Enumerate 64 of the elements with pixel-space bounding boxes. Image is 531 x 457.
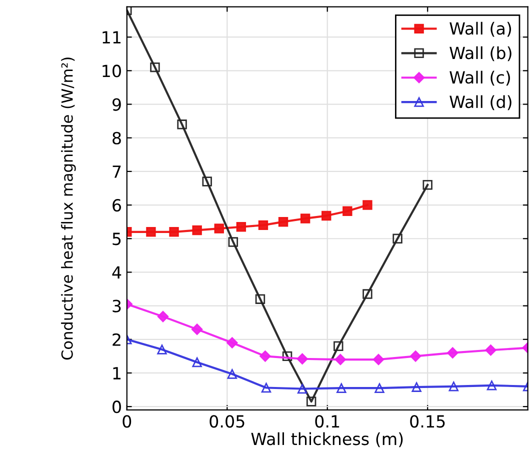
point: [422, 180, 432, 190]
point: [177, 120, 187, 130]
point: [227, 369, 238, 379]
x-tick-label: 0.1: [315, 415, 340, 428]
point: [300, 214, 310, 224]
point: [260, 350, 271, 362]
point: [169, 227, 179, 237]
x-axis-title: Wall thickness (m): [251, 432, 403, 448]
legend-label: Wall (a): [450, 22, 512, 37]
point: [297, 384, 308, 394]
point: [336, 383, 346, 393]
y-tick-label: 4: [112, 266, 122, 279]
point: [278, 216, 288, 227]
point: [226, 337, 238, 348]
y-tick-label: 11: [102, 31, 121, 44]
point: [374, 383, 384, 393]
y-tick-label: 1: [113, 367, 121, 380]
point: [334, 354, 346, 366]
point: [342, 206, 352, 216]
point: [448, 382, 459, 392]
x-tick-label: 0: [122, 415, 132, 428]
point: [146, 227, 156, 237]
y-tick-label: 2: [112, 333, 120, 346]
point: [362, 289, 372, 299]
point: [372, 354, 384, 366]
point: [296, 353, 308, 364]
y-tick-label: 0: [112, 400, 121, 414]
point: [236, 222, 246, 232]
point: [261, 382, 272, 393]
point: [306, 396, 316, 406]
point: [255, 294, 266, 304]
point: [150, 62, 160, 72]
y-tick-label: 10: [102, 64, 121, 78]
y-tick-label: 3: [112, 300, 121, 312]
point: [447, 347, 458, 358]
point: [157, 310, 169, 322]
point: [486, 380, 497, 390]
legend-label: Wall (c): [450, 70, 510, 86]
point: [192, 357, 202, 368]
point: [412, 382, 422, 392]
x-tick-label: 0.15: [410, 415, 445, 428]
point: [157, 344, 167, 354]
y-tick-label: 6: [112, 198, 121, 212]
point: [362, 200, 372, 210]
y-axis-title: Conductive heat flux magnitude (W/m²): [61, 58, 76, 360]
y-tick-label: 8: [112, 132, 121, 144]
legend-label: Wall (b): [450, 46, 512, 62]
point: [322, 210, 332, 221]
point: [282, 351, 292, 362]
point: [392, 234, 402, 244]
point: [485, 344, 496, 356]
point: [228, 237, 238, 247]
point: [410, 350, 422, 362]
y-tick-label: 7: [112, 166, 121, 178]
point: [258, 220, 268, 230]
point: [214, 224, 224, 234]
point: [191, 324, 203, 335]
y-tick-label: 5: [112, 232, 121, 246]
point: [202, 176, 212, 186]
y-tick-label: 9: [112, 98, 121, 111]
x-tick-label: 0.05: [210, 415, 244, 428]
point: [334, 341, 344, 351]
legend-label: Wall (d): [450, 95, 512, 110]
point: [192, 225, 202, 236]
